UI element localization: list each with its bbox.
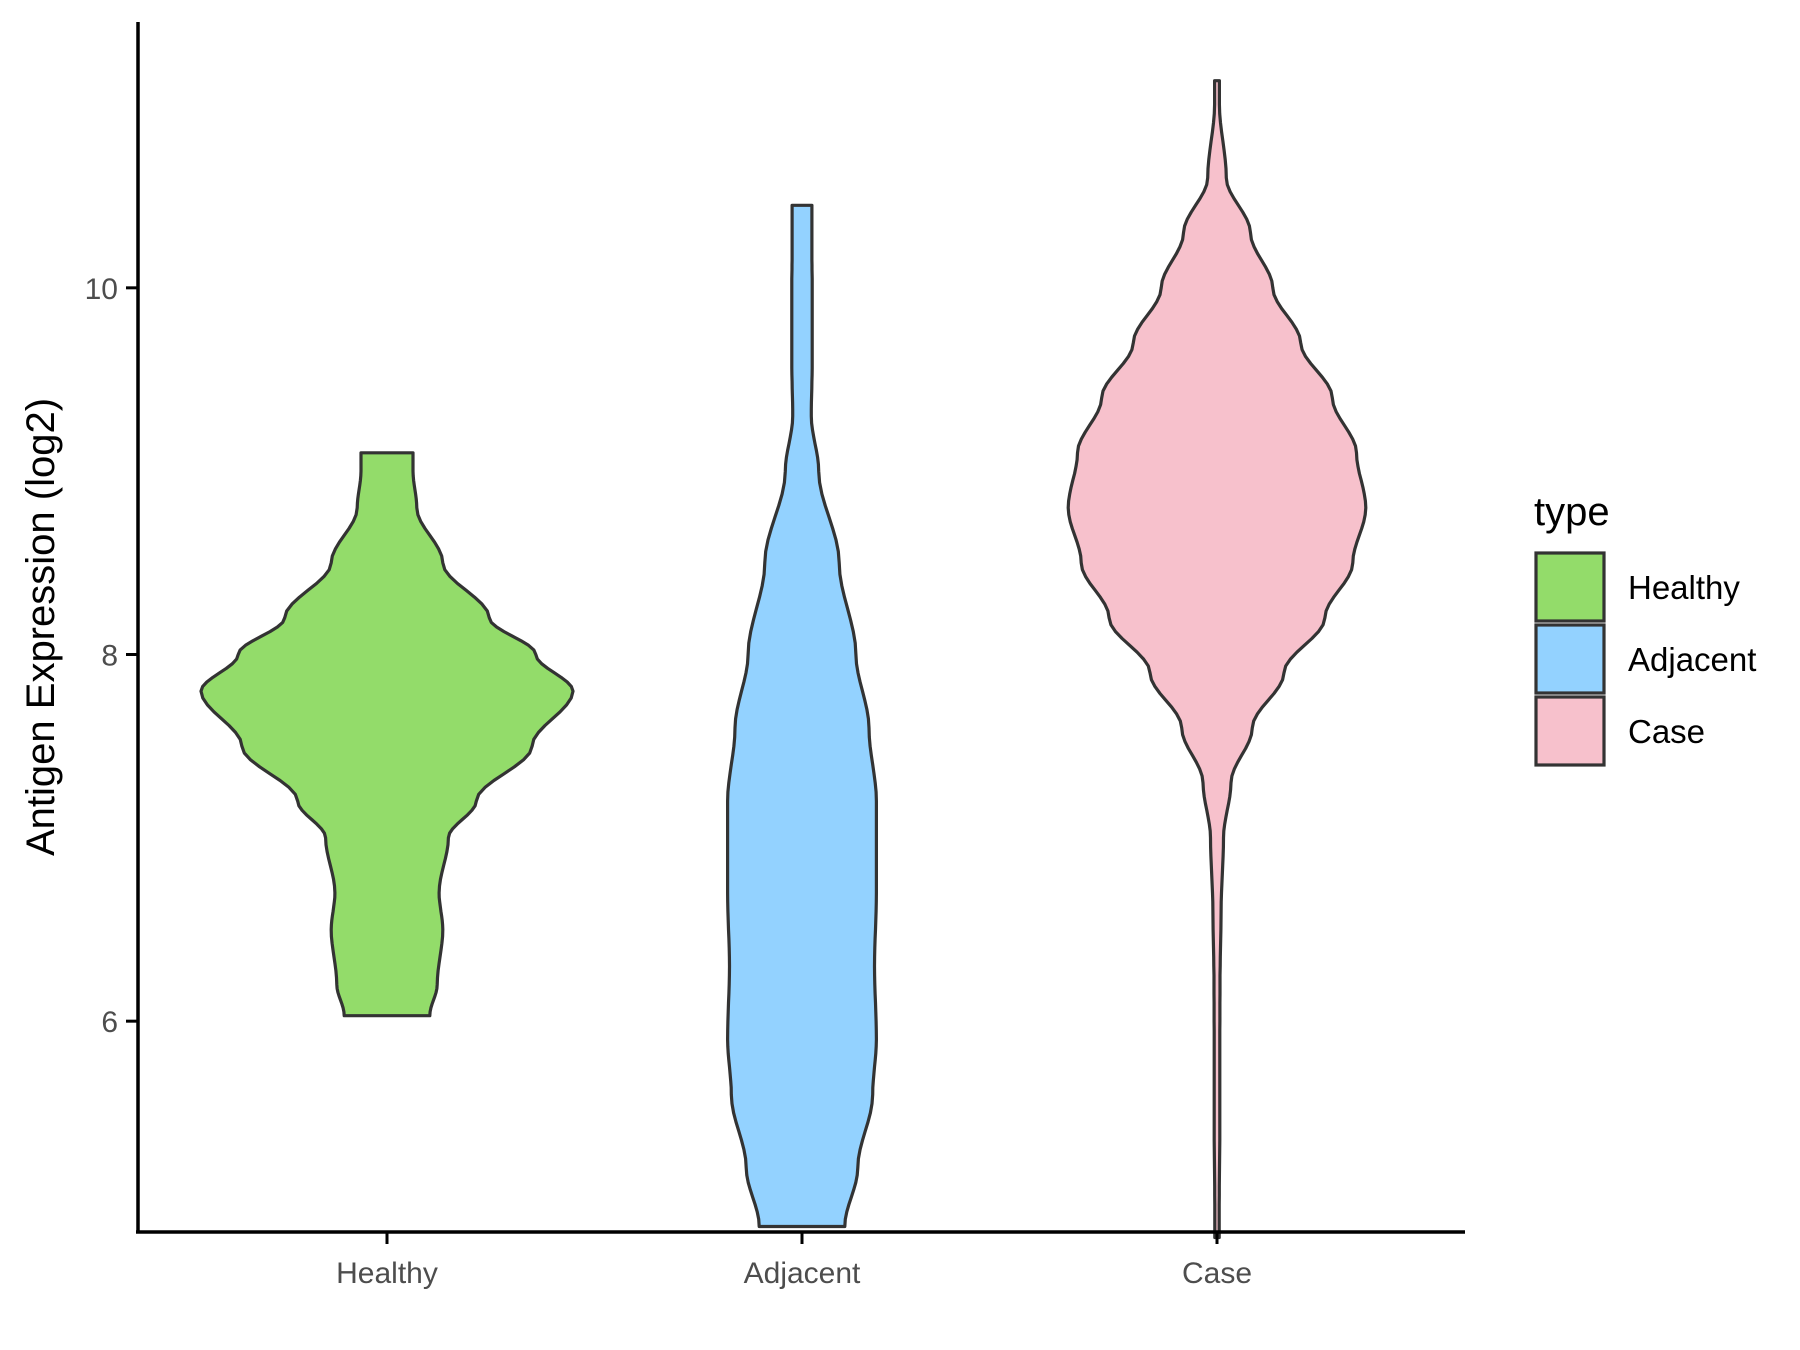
y-tick-label: 6 — [101, 1006, 118, 1039]
legend-title: type — [1534, 490, 1610, 534]
y-tick-label: 10 — [85, 273, 118, 306]
legend-items: Healthy Adjacent Case — [1534, 551, 1756, 767]
x-tick-label: Case — [1182, 1257, 1252, 1290]
legend-label-adjacent: Adjacent — [1628, 641, 1756, 678]
y-ticks: 6 8 10 — [85, 273, 138, 1039]
legend-label-healthy: Healthy — [1628, 569, 1740, 606]
legend-key-case — [1534, 695, 1606, 767]
x-ticks: Healthy Adjacent Case — [336, 1232, 1252, 1290]
violin-adjacent — [726, 203, 878, 1229]
legend-key-adjacent — [1534, 623, 1606, 695]
violin-layer — [199, 79, 1368, 1240]
x-tick-label: Healthy — [336, 1257, 438, 1290]
legend: type Healthy Adjacent Case — [1534, 490, 1756, 767]
legend-label-case: Case — [1628, 713, 1705, 750]
y-axis-title: Antigen Expression (log2) — [19, 398, 63, 856]
x-tick-label: Adjacent — [744, 1257, 861, 1290]
violin-case — [1066, 79, 1368, 1240]
y-tick-label: 8 — [101, 640, 118, 673]
violin-healthy — [199, 451, 575, 1018]
legend-key-healthy — [1534, 551, 1606, 623]
